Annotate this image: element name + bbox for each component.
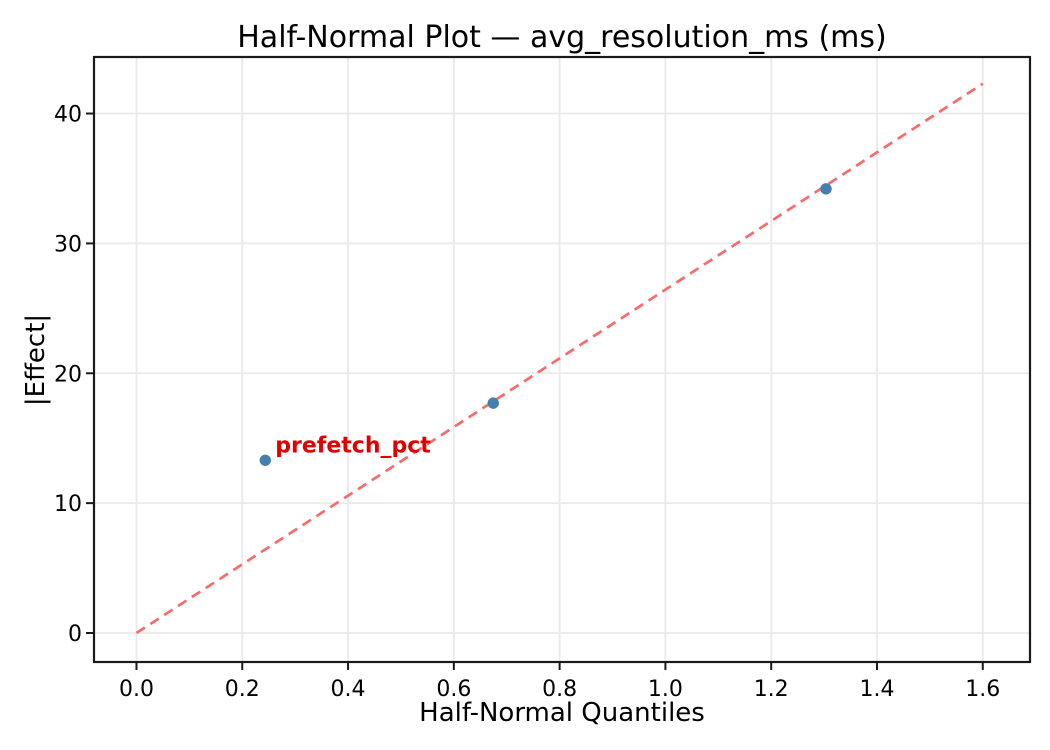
x-tick-label: 1.0	[648, 677, 683, 702]
chart-title: Half-Normal Plot — avg_resolution_ms (ms…	[237, 20, 887, 55]
annotation-label: prefetch_pct	[275, 433, 431, 458]
x-tick-label: 0.4	[331, 677, 366, 702]
y-tick-label: 20	[54, 362, 82, 387]
data-point	[259, 454, 271, 466]
y-tick-label: 10	[54, 492, 82, 517]
x-tick-label: 1.4	[859, 677, 894, 702]
data-point	[487, 397, 499, 409]
y-axis-label: |Effect|	[21, 313, 51, 407]
reference-line	[135, 82, 984, 635]
x-tick-label: 1.2	[754, 677, 789, 702]
y-tick-label: 0	[68, 622, 82, 647]
y-tick-label: 30	[54, 232, 82, 257]
x-tick-label: 0.6	[436, 677, 471, 702]
x-tick-label: 1.6	[965, 677, 1000, 702]
data-point	[820, 183, 832, 195]
axes-box	[92, 55, 1032, 664]
x-tick-label: 0.8	[542, 677, 577, 702]
plot-background	[94, 57, 1030, 662]
x-axis-label: Half-Normal Quantiles	[419, 698, 705, 728]
x-tick-label: 0.2	[225, 677, 260, 702]
x-tick-label: 0.0	[119, 677, 154, 702]
y-tick-label: 40	[54, 103, 82, 128]
